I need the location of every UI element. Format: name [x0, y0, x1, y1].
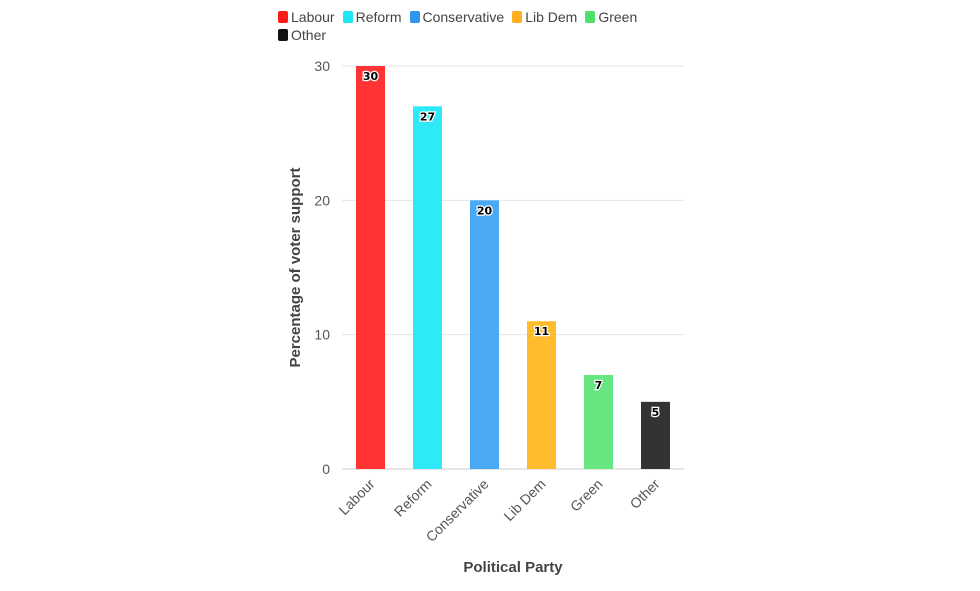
- x-tick-label-green: Green: [567, 476, 606, 515]
- legend-label-labour: Labour: [291, 9, 335, 25]
- bar-value-label-conservative: 20: [477, 204, 493, 217]
- legend-label-other: Other: [291, 27, 327, 43]
- bar-green[interactable]: [584, 374, 613, 469]
- bar-value-label-labour: 30: [363, 70, 379, 83]
- bar-reform[interactable]: [413, 106, 442, 470]
- bar-conservative[interactable]: [470, 200, 499, 470]
- bar-value-label-green: 7: [595, 379, 603, 392]
- legend-swatch-other: [278, 29, 288, 41]
- legend: Labour Reform Conservative Lib Dem Green…: [278, 9, 678, 43]
- y-axis-ticks: 0 10 20 30: [314, 58, 330, 477]
- y-tick-label: 30: [314, 58, 330, 74]
- legend-label-conservative: Conservative: [422, 9, 505, 25]
- bar-lib-dem[interactable]: [527, 321, 556, 469]
- bar-labour[interactable]: [356, 66, 385, 469]
- x-axis-title: Political Party: [463, 559, 563, 576]
- legend-item-other[interactable]: Other: [278, 27, 326, 43]
- legend-label-green: Green: [598, 9, 638, 25]
- legend-item-green[interactable]: Green: [585, 9, 637, 25]
- y-tick-label: 20: [314, 192, 330, 208]
- x-tick-label-other: Other: [627, 476, 663, 512]
- y-tick-label: 10: [314, 327, 330, 343]
- bar-value-label-lib-dem: 11: [534, 325, 549, 338]
- bars: 30 27 20 11 7 5: [356, 66, 670, 470]
- legend-swatch-lib-dem: [512, 11, 523, 23]
- legend-swatch-conservative: [409, 11, 420, 23]
- legend-label-reform: Reform: [355, 9, 402, 25]
- legend-item-conservative[interactable]: Conservative: [409, 9, 505, 25]
- gridlines: [342, 65, 684, 336]
- legend-swatch-labour: [278, 11, 288, 23]
- y-tick-label: 0: [322, 461, 330, 477]
- legend-label-lib-dem: Lib Dem: [525, 9, 578, 25]
- x-tick-label-lib-dem: Lib Dem: [500, 476, 548, 524]
- bar-other[interactable]: [641, 401, 670, 469]
- legend-item-lib-dem[interactable]: Lib Dem: [512, 9, 577, 25]
- bar-value-label-other: 5: [652, 406, 660, 419]
- bar-value-label-reform: 27: [420, 110, 435, 123]
- legend-item-reform[interactable]: Reform: [342, 9, 402, 25]
- legend-swatch-green: [585, 11, 596, 23]
- legend-swatch-reform: [342, 11, 353, 23]
- y-axis-title: Percentage of voter support: [287, 167, 304, 367]
- x-tick-label-labour: Labour: [335, 476, 377, 518]
- legend-item-labour[interactable]: Labour: [278, 9, 335, 25]
- x-tick-label-reform: Reform: [391, 476, 435, 520]
